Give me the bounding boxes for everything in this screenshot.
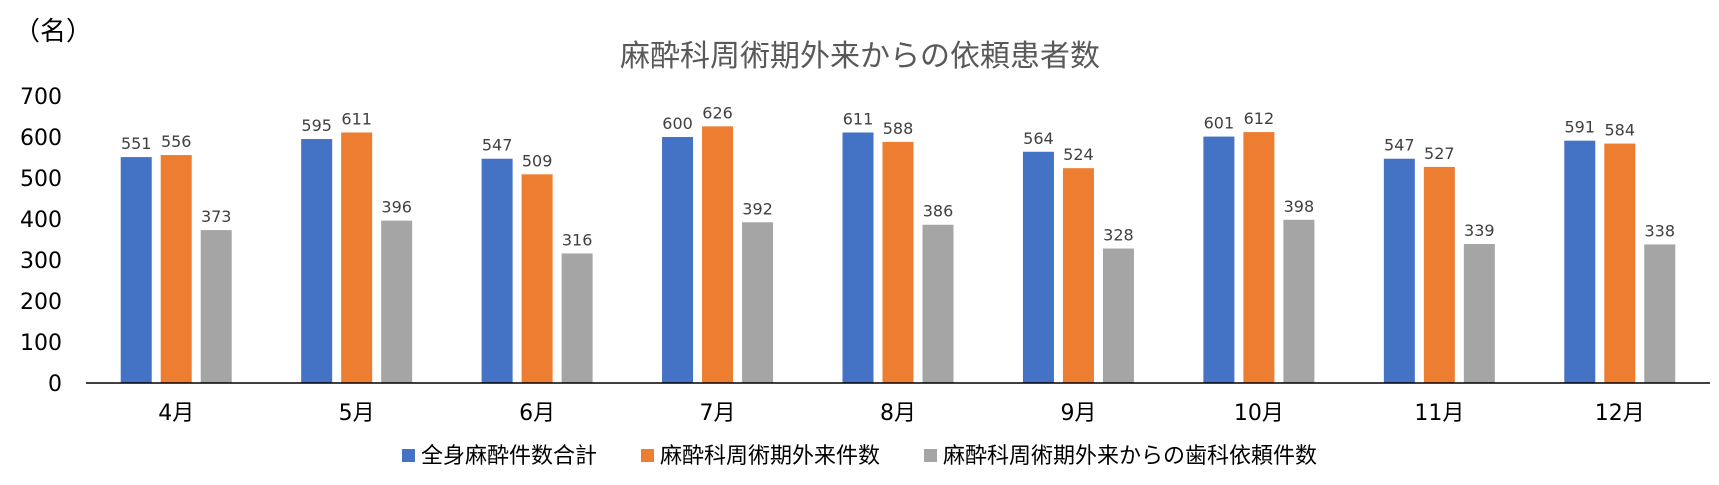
plot-area bbox=[120, 126, 1676, 383]
legend-label: 麻酔科周術期外来からの歯科依頼件数 bbox=[943, 444, 1317, 469]
data-label: 564 bbox=[1023, 129, 1054, 148]
y-tick-label: 100 bbox=[20, 331, 62, 356]
y-tick-label: 200 bbox=[20, 290, 62, 315]
y-tick-label: 700 bbox=[20, 85, 62, 110]
unit-label: （名） bbox=[14, 17, 92, 47]
legend: 全身麻酔件数合計 麻酔科周術期外来件数 麻酔科周術期外来からの歯科依頼件数 bbox=[401, 444, 1317, 469]
bar bbox=[842, 132, 874, 383]
chart-title: 麻酔科周術期外来からの依頼患者数 bbox=[620, 39, 1100, 74]
data-label: 392 bbox=[742, 199, 773, 218]
bar bbox=[521, 174, 553, 383]
bar bbox=[301, 139, 333, 383]
bar bbox=[341, 132, 373, 383]
data-label: 509 bbox=[522, 151, 553, 170]
data-label: 316 bbox=[562, 230, 593, 249]
y-tick-label: 500 bbox=[20, 167, 62, 192]
y-tick-label: 0 bbox=[48, 372, 62, 397]
data-label: 556 bbox=[161, 132, 192, 151]
bar bbox=[200, 230, 232, 383]
bar bbox=[1022, 151, 1054, 383]
y-axis: 0 100 200 300 400 500 600 700 bbox=[20, 85, 62, 397]
bar bbox=[1102, 248, 1134, 383]
data-label: 584 bbox=[1605, 121, 1636, 140]
bar bbox=[742, 222, 774, 383]
data-label: 527 bbox=[1424, 144, 1455, 163]
x-tick-label: 10月 bbox=[1234, 401, 1284, 426]
bar bbox=[1243, 132, 1275, 383]
x-tick-label: 12月 bbox=[1595, 401, 1645, 426]
bar bbox=[481, 158, 513, 383]
y-tick-label: 600 bbox=[20, 126, 62, 151]
bar bbox=[702, 126, 734, 383]
data-label: 611 bbox=[843, 109, 874, 128]
x-tick-label: 7月 bbox=[700, 401, 736, 426]
data-label: 373 bbox=[201, 207, 232, 226]
x-tick-label: 4月 bbox=[158, 401, 194, 426]
data-label: 588 bbox=[883, 119, 914, 138]
legend-swatch bbox=[401, 449, 415, 462]
bar bbox=[1463, 244, 1495, 383]
bar bbox=[1383, 158, 1415, 383]
bar bbox=[1644, 244, 1676, 383]
x-tick-label: 5月 bbox=[339, 401, 375, 426]
data-label: 595 bbox=[301, 116, 332, 135]
data-label: 338 bbox=[1645, 221, 1676, 240]
data-label: 547 bbox=[1384, 136, 1415, 155]
data-label: 551 bbox=[121, 134, 152, 153]
x-tick-label: 9月 bbox=[1060, 401, 1096, 426]
legend-label: 麻酔科周術期外来件数 bbox=[660, 444, 880, 469]
data-labels: 551 556 373 595 611 396 547 509 316 600 626 392 611 5… bbox=[121, 103, 1675, 249]
data-label: 398 bbox=[1284, 197, 1315, 216]
bar bbox=[1423, 166, 1455, 383]
data-label: 339 bbox=[1464, 221, 1495, 240]
bar bbox=[381, 220, 413, 383]
y-tick-label: 400 bbox=[20, 208, 62, 233]
y-tick-label: 300 bbox=[20, 249, 62, 274]
data-label: 612 bbox=[1244, 109, 1275, 128]
data-label: 611 bbox=[341, 109, 372, 128]
data-label: 328 bbox=[1103, 226, 1134, 245]
bar bbox=[1604, 143, 1636, 383]
bar bbox=[1203, 136, 1235, 383]
bar bbox=[561, 253, 593, 383]
legend-item: 麻酔科周術期外来からの歯科依頼件数 bbox=[924, 444, 1317, 469]
bar bbox=[1062, 168, 1094, 383]
x-axis: 4月 5月 6月 7月 8月 9月 10月 11月 12月 bbox=[158, 401, 1645, 426]
legend-label: 全身麻酔件数合計 bbox=[421, 444, 597, 469]
bar bbox=[882, 141, 914, 383]
legend-swatch bbox=[640, 449, 654, 462]
bar bbox=[1283, 219, 1315, 383]
data-label: 626 bbox=[702, 103, 733, 122]
data-label: 524 bbox=[1063, 145, 1094, 164]
x-tick-label: 8月 bbox=[880, 401, 916, 426]
x-tick-label: 11月 bbox=[1414, 401, 1464, 426]
bar bbox=[120, 157, 152, 383]
legend-item: 麻酔科周術期外来件数 bbox=[640, 444, 880, 469]
legend-item: 全身麻酔件数合計 bbox=[401, 444, 597, 469]
data-label: 396 bbox=[381, 198, 412, 217]
data-label: 600 bbox=[662, 114, 693, 133]
bar bbox=[662, 137, 694, 383]
x-tick-label: 6月 bbox=[519, 401, 555, 426]
legend-swatch bbox=[924, 449, 938, 462]
bar bbox=[1564, 140, 1596, 383]
data-label: 591 bbox=[1565, 118, 1596, 137]
data-label: 547 bbox=[482, 136, 513, 155]
data-label: 601 bbox=[1204, 114, 1235, 133]
bar bbox=[160, 155, 192, 383]
data-label: 386 bbox=[923, 202, 954, 221]
bar bbox=[922, 224, 954, 383]
